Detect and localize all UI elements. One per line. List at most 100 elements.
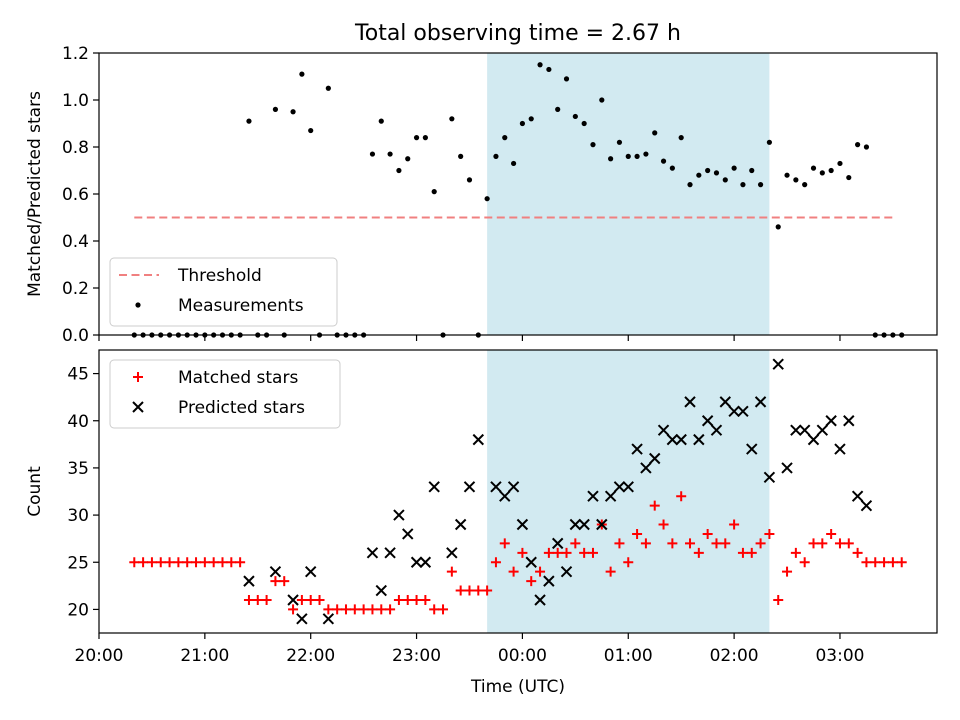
data-point bbox=[235, 557, 246, 568]
data-point bbox=[790, 547, 801, 558]
legend-box bbox=[109, 257, 338, 327]
data-point bbox=[649, 452, 661, 465]
data-point bbox=[287, 594, 299, 606]
data-point bbox=[731, 165, 737, 171]
y-tick-label: 1.2 bbox=[62, 44, 89, 64]
data-point bbox=[720, 538, 731, 549]
data-point bbox=[502, 135, 508, 141]
data-point bbox=[340, 604, 351, 615]
data-point bbox=[155, 557, 166, 568]
legend-label: Predicted stars bbox=[178, 398, 305, 418]
data-point bbox=[828, 167, 834, 174]
data-point bbox=[173, 557, 184, 568]
data-point bbox=[270, 576, 281, 587]
data-point bbox=[367, 604, 378, 615]
data-point bbox=[560, 565, 573, 578]
data-point bbox=[252, 594, 263, 605]
data-point bbox=[614, 538, 625, 549]
data-point bbox=[685, 538, 696, 549]
data-point bbox=[678, 135, 684, 141]
data-point bbox=[449, 116, 455, 122]
data-point bbox=[431, 189, 437, 195]
data-point bbox=[402, 594, 413, 605]
data-point bbox=[499, 490, 511, 502]
data-point bbox=[790, 424, 802, 436]
data-point bbox=[746, 443, 758, 455]
x-tick-label: 03:00 bbox=[815, 646, 864, 666]
data-point bbox=[537, 62, 543, 68]
data-point bbox=[631, 443, 643, 455]
data-point bbox=[473, 585, 484, 596]
top-panel: 0.0 0.2 0.4 0.6 0.8 1.0 1.2 Matched/Predicted s… bbox=[25, 44, 938, 346]
data-point bbox=[146, 557, 157, 568]
data-point bbox=[701, 415, 714, 427]
data-point bbox=[446, 547, 458, 559]
data-point bbox=[604, 490, 617, 502]
data-point bbox=[546, 66, 552, 73]
data-point bbox=[729, 519, 740, 530]
data-point bbox=[846, 174, 852, 181]
data-point bbox=[625, 153, 631, 159]
data-point bbox=[713, 170, 720, 176]
data-point bbox=[555, 106, 561, 112]
data-point bbox=[613, 481, 626, 493]
data-point bbox=[687, 182, 693, 188]
data-point bbox=[816, 424, 829, 436]
y-tick-label: 0.4 bbox=[62, 232, 89, 252]
data-point bbox=[279, 576, 290, 587]
data-point bbox=[784, 172, 790, 178]
data-point bbox=[616, 139, 623, 145]
data-point bbox=[325, 85, 331, 91]
x-axis-label: Time (UTC) bbox=[470, 677, 565, 697]
data-point bbox=[676, 491, 687, 502]
data-point bbox=[640, 462, 652, 474]
data-point bbox=[749, 167, 755, 174]
data-point bbox=[834, 538, 845, 549]
data-point bbox=[199, 557, 210, 568]
data-point bbox=[696, 172, 702, 178]
data-point bbox=[164, 557, 175, 568]
data-point bbox=[782, 566, 793, 577]
data-point bbox=[755, 538, 766, 549]
legend-label: Matched stars bbox=[178, 368, 298, 388]
data-point bbox=[754, 396, 767, 408]
y-tick-label: 35 bbox=[67, 459, 89, 479]
data-point bbox=[658, 519, 669, 530]
legend: Matched stars Predicted stars bbox=[109, 359, 341, 429]
data-point bbox=[879, 557, 890, 568]
data-point bbox=[428, 481, 440, 493]
data-point bbox=[269, 565, 282, 578]
data-point bbox=[543, 575, 555, 587]
data-point bbox=[378, 118, 384, 124]
data-point bbox=[702, 528, 713, 539]
data-point bbox=[226, 557, 237, 568]
data-point bbox=[429, 604, 440, 615]
shaded-interval bbox=[487, 53, 770, 335]
x-tick-label: 02:00 bbox=[710, 646, 759, 666]
legend-label: Threshold bbox=[177, 266, 262, 286]
data-point bbox=[493, 153, 499, 159]
data-point bbox=[722, 177, 728, 183]
data-point bbox=[490, 481, 502, 493]
data-point bbox=[323, 604, 334, 615]
data-point bbox=[261, 594, 272, 605]
y-tick-label: 20 bbox=[67, 600, 89, 620]
data-point bbox=[605, 566, 616, 577]
series-matched-stars bbox=[129, 491, 907, 615]
data-point bbox=[773, 594, 784, 605]
data-point bbox=[757, 182, 764, 188]
data-point bbox=[578, 518, 590, 531]
data-point bbox=[561, 547, 572, 558]
data-point bbox=[272, 106, 279, 112]
data-point bbox=[666, 433, 679, 446]
y-tick-label: 0.0 bbox=[62, 326, 89, 346]
x-tick-label: 23:00 bbox=[392, 646, 441, 666]
data-point bbox=[660, 158, 667, 164]
data-point bbox=[438, 604, 449, 615]
legend-marker bbox=[132, 401, 144, 413]
data-point bbox=[657, 424, 670, 436]
data-point bbox=[719, 396, 732, 408]
data-point bbox=[299, 71, 305, 77]
data-point bbox=[246, 118, 252, 124]
y-tick-label: 0.2 bbox=[62, 279, 89, 299]
